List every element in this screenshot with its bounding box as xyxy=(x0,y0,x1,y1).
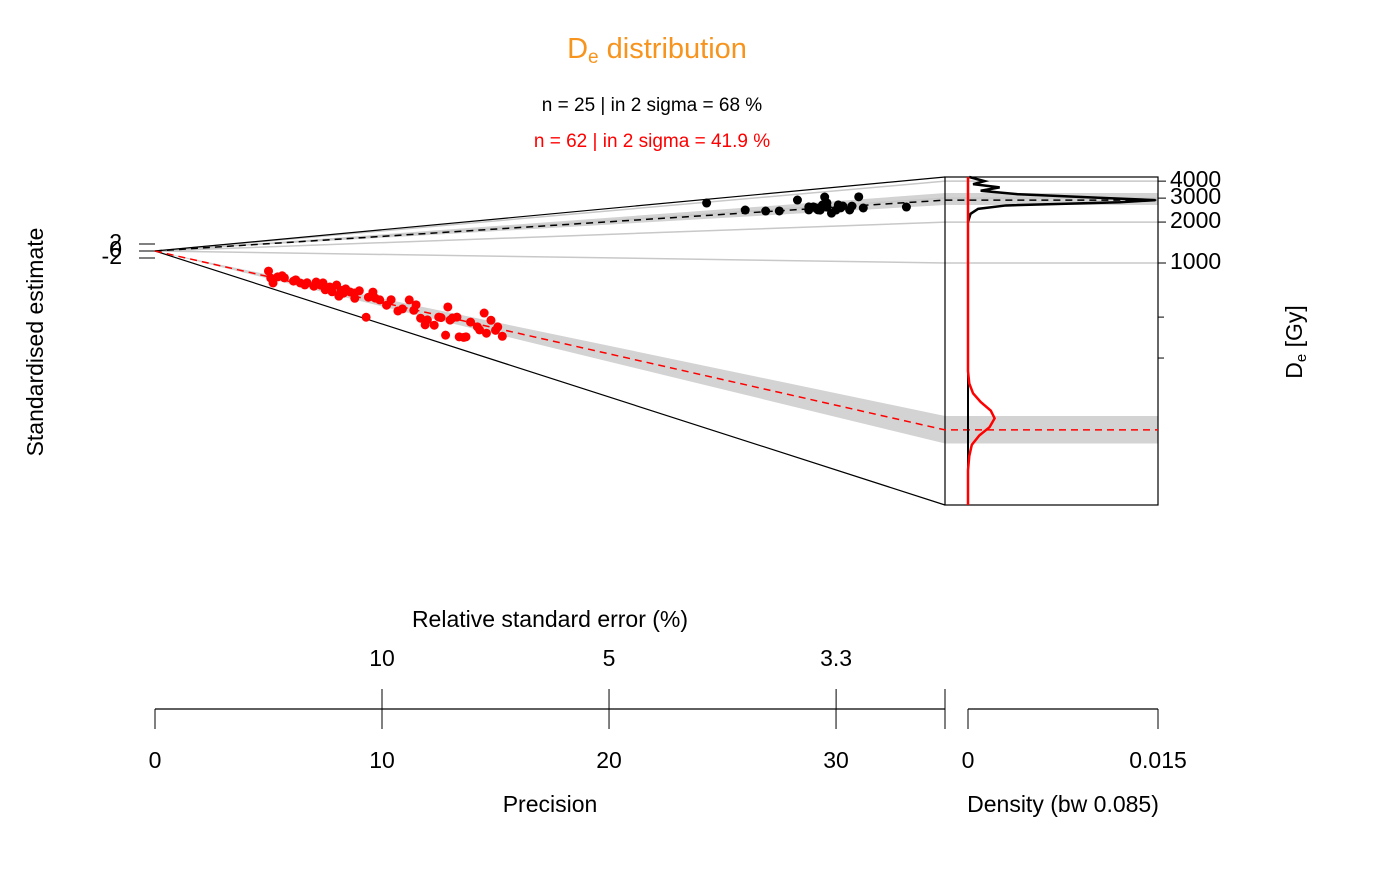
subtitle: n = 62 | in 2 sigma = 41.9 % xyxy=(534,131,770,152)
density-curve xyxy=(966,175,1156,223)
data-point xyxy=(901,202,911,212)
data-point xyxy=(416,313,426,323)
central-line xyxy=(154,250,1158,431)
title-main: D xyxy=(567,33,588,65)
data-point xyxy=(404,295,414,305)
z-tick-label: 2 xyxy=(109,229,122,255)
density-curve xyxy=(966,177,997,505)
x-tick-label: 10 xyxy=(369,747,395,773)
x-tick-label: 0 xyxy=(149,747,162,773)
data-point xyxy=(792,195,802,205)
y2-tick-label: 3000 xyxy=(1170,183,1221,209)
title-sub: e xyxy=(588,47,599,68)
x2-tick-label: 10 xyxy=(369,645,395,671)
y2-axis-label: De [Gy] xyxy=(1281,305,1310,379)
data-point xyxy=(481,328,491,338)
y2-tick-label: 1000 xyxy=(1170,248,1221,274)
data-point xyxy=(486,315,496,325)
data-point xyxy=(334,291,344,301)
data-point xyxy=(436,313,446,323)
data-point xyxy=(441,330,451,340)
data-point xyxy=(361,312,371,322)
x2-tick-label: 3.3 xyxy=(820,645,852,671)
data-point xyxy=(493,322,503,332)
y2-tick-label: 2000 xyxy=(1170,207,1221,233)
data-point xyxy=(774,206,784,216)
data-point xyxy=(318,278,328,288)
density-panel xyxy=(944,176,1159,506)
confidence-band xyxy=(155,251,1158,444)
density-tick-label: 0 xyxy=(962,747,975,773)
data-point xyxy=(854,192,864,202)
data-point xyxy=(836,203,846,213)
data-point xyxy=(815,205,825,215)
x2-tick-label: 5 xyxy=(603,645,616,671)
x-tick-label: 20 xyxy=(596,747,622,773)
data-point xyxy=(420,320,430,330)
data-point xyxy=(327,287,337,297)
data-point xyxy=(350,293,360,303)
z-tick-label: 0 xyxy=(109,236,122,262)
z-tick-label: -2 xyxy=(102,243,122,269)
data-point xyxy=(804,202,814,212)
data-point xyxy=(845,205,855,215)
title-rest: distribution xyxy=(599,33,747,65)
y2-label-sub: e xyxy=(1293,354,1310,362)
y2-label-rest: [Gy] xyxy=(1281,305,1307,354)
data-point xyxy=(279,273,289,283)
x-tick-label: 30 xyxy=(823,747,849,773)
data-point xyxy=(397,304,407,314)
data-point xyxy=(475,325,485,335)
x-axis-label: Precision xyxy=(503,791,598,817)
grid-line xyxy=(154,250,1158,264)
chart-title: De distribution xyxy=(567,33,747,68)
data-point xyxy=(761,206,771,216)
data-point xyxy=(302,278,312,288)
data-point xyxy=(354,286,364,296)
central-line xyxy=(154,199,1158,252)
data-point xyxy=(443,302,453,312)
density-tick-label: 0.015 xyxy=(1129,747,1187,773)
data-point xyxy=(382,300,392,310)
data-point xyxy=(461,332,471,342)
data-point xyxy=(479,308,489,318)
density-axis-label: Density (bw 0.085) xyxy=(967,791,1159,817)
x2-axis-label: Relative standard error (%) xyxy=(412,606,688,632)
data-point xyxy=(411,300,421,310)
y2-label-main: D xyxy=(1281,362,1307,379)
data-point xyxy=(264,266,274,276)
data-point xyxy=(429,320,439,330)
data-point xyxy=(375,295,385,305)
data-point xyxy=(466,317,476,327)
data-point xyxy=(740,205,750,215)
y2-tick-label: 4000 xyxy=(1170,166,1221,192)
data-point xyxy=(702,198,712,208)
data-point xyxy=(497,331,507,341)
data-point xyxy=(822,198,832,208)
data-point xyxy=(858,203,868,213)
data-point xyxy=(452,312,462,322)
y-axis-label: Standardised estimate xyxy=(22,228,48,457)
subtitle: n = 25 | in 2 sigma = 68 % xyxy=(542,95,763,116)
